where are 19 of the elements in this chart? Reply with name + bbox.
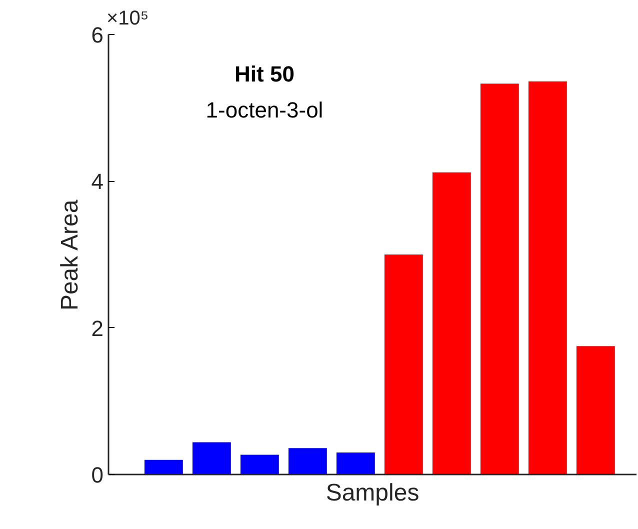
bar bbox=[432, 172, 471, 474]
y-tick-label: 6 bbox=[91, 22, 104, 48]
bar bbox=[288, 448, 327, 474]
y-tick-label: 4 bbox=[91, 169, 104, 194]
bar bbox=[528, 81, 567, 474]
y-axis-title: Peak Area bbox=[56, 199, 84, 311]
bar bbox=[480, 84, 519, 474]
text: Hit 50 bbox=[234, 62, 294, 86]
text: 1-octen-3-ol bbox=[206, 98, 324, 122]
bar bbox=[384, 254, 423, 474]
text: ×10⁵ bbox=[106, 8, 149, 30]
bar bbox=[336, 452, 375, 474]
y-tick-label: 0 bbox=[91, 462, 104, 488]
bar bbox=[576, 346, 615, 474]
x-axis-title: Samples bbox=[326, 480, 420, 506]
bar bbox=[192, 442, 231, 474]
y-tick-label: 2 bbox=[91, 316, 104, 341]
bar bbox=[144, 460, 183, 474]
bar bbox=[240, 454, 279, 474]
